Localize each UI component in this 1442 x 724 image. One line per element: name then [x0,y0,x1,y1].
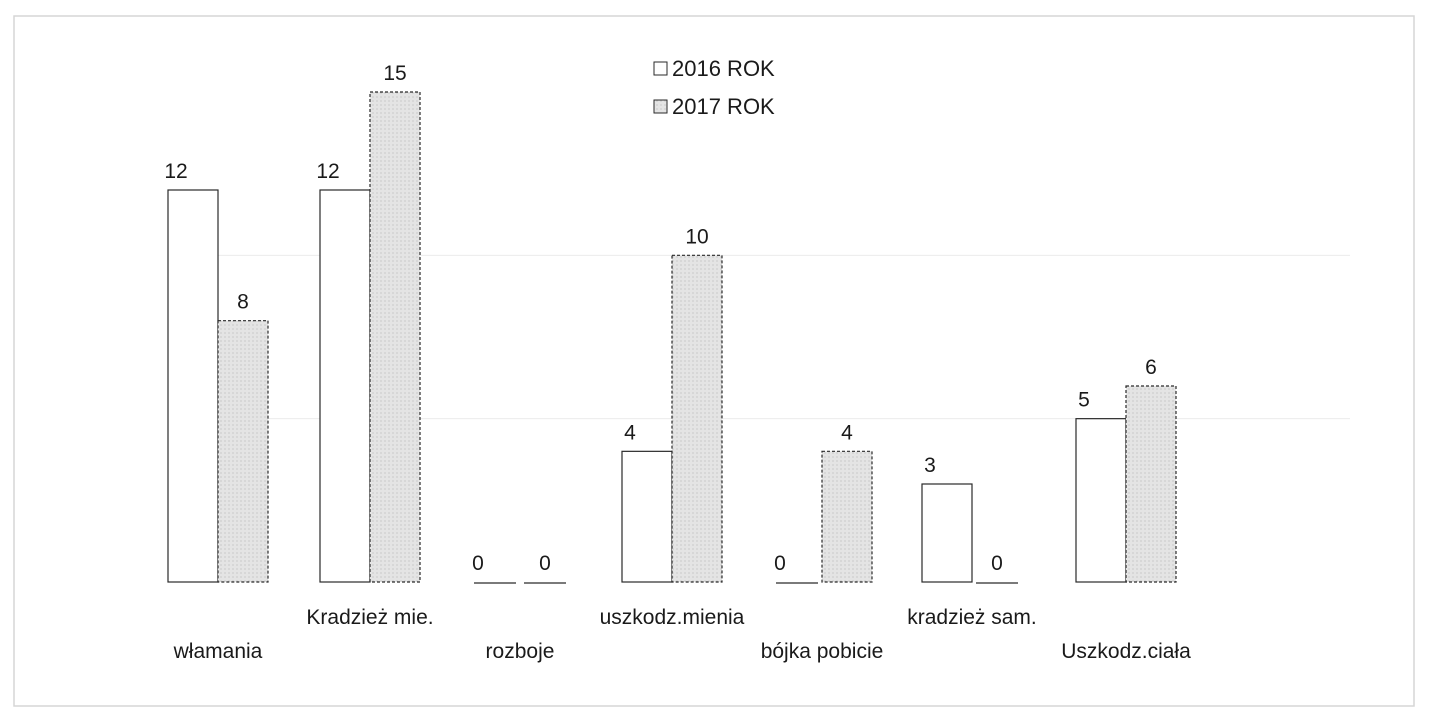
bar-2016 [621,450,673,583]
bar-2017 [369,91,421,583]
category-label: uszkodz.mienia [600,606,745,629]
bar-2017 [821,450,873,583]
bar-2016 [167,189,219,583]
data-label: 0 [539,552,551,575]
bar-2016 [319,189,371,583]
legend: 2016 ROK 2017 ROK [653,56,775,119]
category-label: kradzież sam. [907,606,1037,629]
category-labels: włamania Kradzież mie. rozboje uszkodz.mien… [173,606,1191,663]
data-label: 4 [841,421,853,444]
data-label: 3 [924,454,936,477]
bar-2017 [1125,385,1177,583]
chart-frame [13,15,1415,707]
legend-label: 2016 ROK [672,56,775,81]
legend-label: 2017 ROK [672,94,775,119]
bar-2016 [921,483,973,583]
bars [167,91,1177,584]
data-label: 15 [383,62,406,85]
legend-swatch-2016 [653,61,668,76]
data-label: 0 [774,552,786,575]
data-label: 8 [237,291,249,314]
data-label: 0 [991,552,1003,575]
data-label: 12 [164,160,187,183]
category-label: rozboje [486,640,555,663]
bar-2017 [671,254,723,583]
category-label: Uszkodz.ciała [1061,640,1191,663]
data-label: 12 [316,160,339,183]
bar-2017 [217,320,269,583]
data-label: 0 [472,552,484,575]
bar-2016 [1075,418,1127,583]
legend-swatch-2017 [653,99,668,114]
value-labels: 12 8 12 15 0 0 4 10 0 4 3 0 5 6 [164,62,1157,575]
category-label: Kradzież mie. [306,606,433,629]
category-label: bójka pobicie [761,640,884,663]
category-label: włamania [173,640,263,663]
data-label: 10 [685,225,708,248]
data-label: 6 [1145,356,1157,379]
data-label: 5 [1078,389,1090,412]
data-label: 4 [624,421,636,444]
